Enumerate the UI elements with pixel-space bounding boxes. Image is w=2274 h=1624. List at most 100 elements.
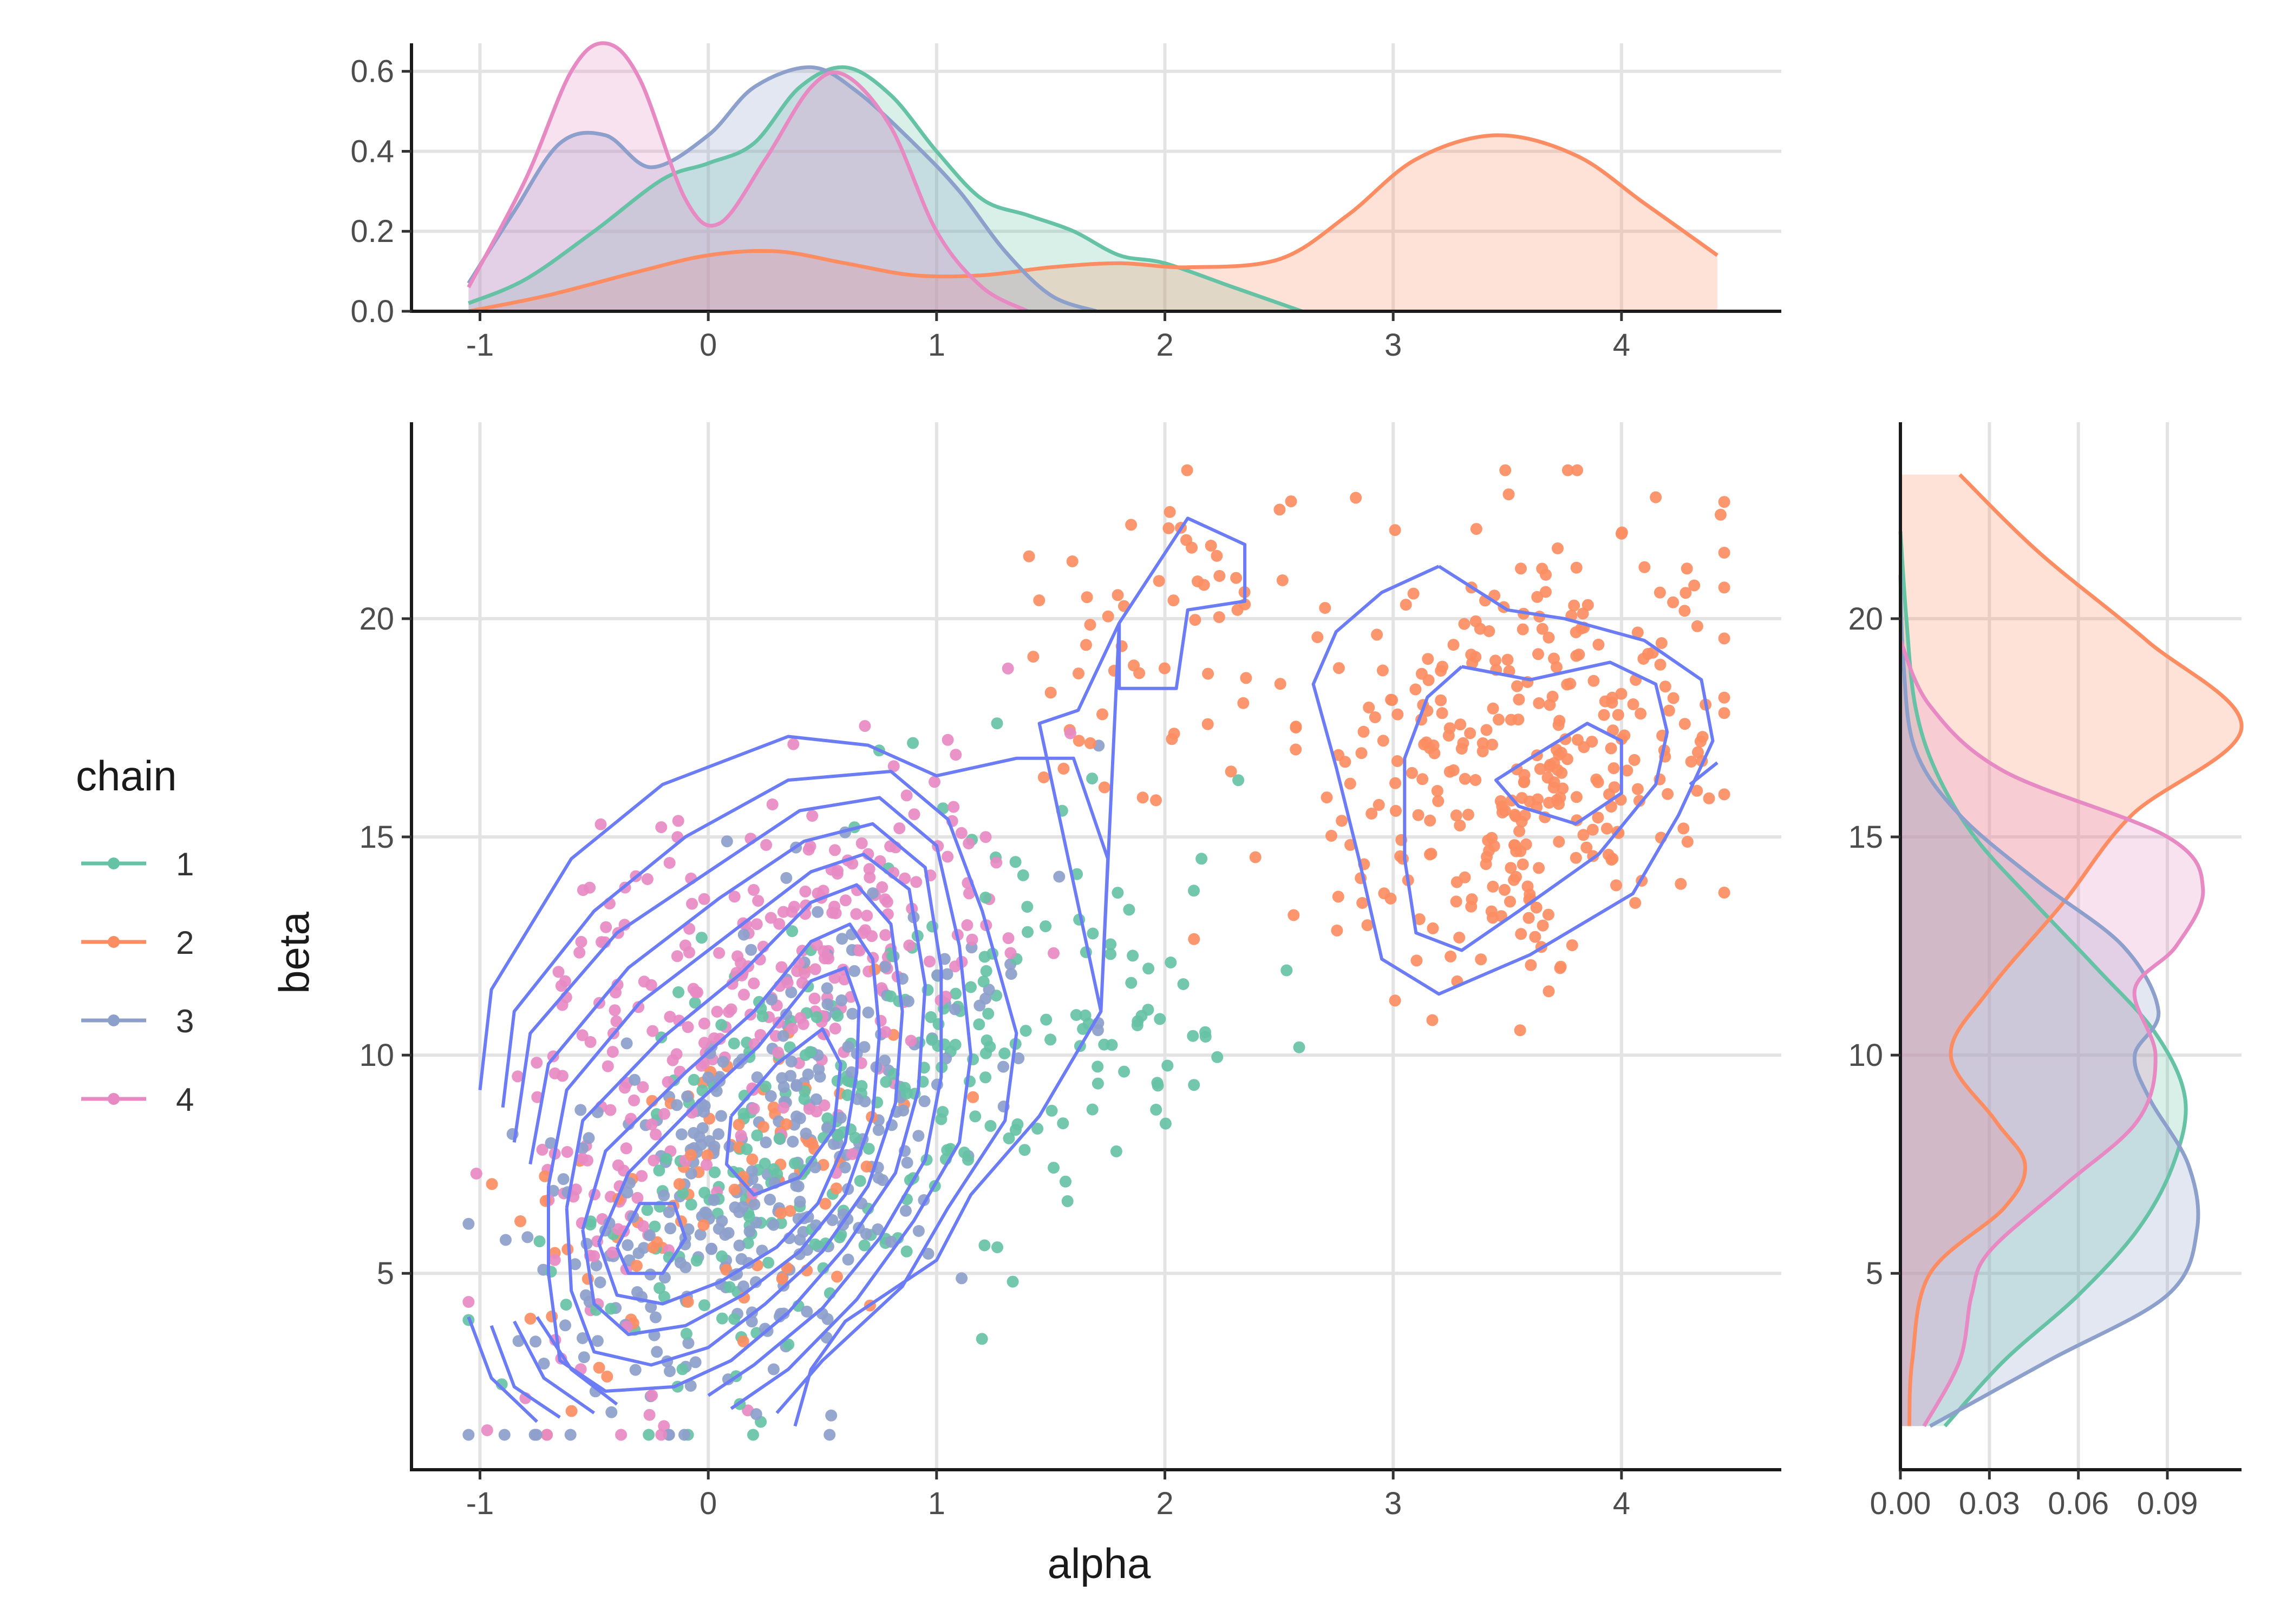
scatter-point-chain-2 [728,1183,741,1196]
scatter-point-chain-2 [514,1215,527,1227]
scatter-point-chain-2 [1718,691,1730,704]
scatter-point-chain-2 [1616,733,1628,745]
scatter-point-chain-2 [1391,708,1404,721]
scatter-point-chain-1 [762,1256,775,1269]
scatter-point-chain-4 [588,1250,600,1262]
scatter-point-chain-2 [1413,913,1426,925]
scatter-point-chain-3 [842,1253,854,1266]
scatter-point-chain-2 [746,1153,759,1165]
top-density-areas [468,43,1717,311]
legend-label: 1 [176,846,194,882]
scatter-point-chain-4 [826,907,839,919]
scatter-point-chain-1 [649,1220,661,1233]
scatter-point-chain-1 [880,1076,892,1088]
scatter-point-chain-2 [1637,653,1650,665]
scatter-point-chain-2 [1450,876,1463,888]
scatter-point-chain-3 [622,1239,634,1252]
scatter-point-chain-2 [1356,897,1369,909]
scatter-point-chain-2 [1610,879,1622,892]
scatter-point-chain-2 [1336,815,1348,827]
right-density-line-chain-2 [1907,473,2244,1426]
scatter-point-chain-1 [653,1164,665,1177]
scatter-point-chain-1 [854,1175,866,1187]
scatter-point-chain-4 [808,992,821,1005]
scatter-point-chain-4 [853,944,866,957]
scatter-point-chain-2 [757,1121,769,1133]
scatter-point-chain-2 [1483,625,1495,637]
scatter-point-chain-4 [750,918,763,931]
scatter-point-chain-2 [1201,718,1214,730]
scatter-point-chain-3 [793,1248,806,1260]
scatter-point-chain-2 [1628,754,1641,766]
scatter-point-chain-2 [1612,709,1624,721]
scatter-point-chain-3 [767,1219,780,1231]
scatter-point-chain-1 [809,1238,821,1250]
scatter-point-chain-2 [1102,610,1114,623]
scatter-point-chain-1 [1020,1025,1032,1037]
scatter-point-chain-1 [728,1313,741,1325]
scatter-point-chain-3 [737,928,750,941]
scatter-point-chain-1 [1060,1175,1071,1188]
scatter-point-chain-3 [645,1301,657,1313]
scatter-point-chain-2 [1489,654,1501,667]
scatter-point-chain-4 [799,967,811,979]
scatter-point-chain-4 [748,1103,760,1115]
scatter-point-chain-1 [1009,856,1022,868]
scatter-point-chain-3 [885,1235,897,1248]
scatter-point-chain-1 [641,1204,654,1216]
scatter-point-chain-1 [998,1047,1011,1059]
scatter-point-chain-2 [1162,522,1175,534]
scatter-point-chain-2 [1570,791,1583,803]
scatter-point-chain-4 [903,939,916,952]
scatter-point-chain-2 [1390,804,1402,817]
top-y-tick-label: 0.6 [350,54,394,89]
contour-line-level-2 [501,770,1018,1415]
scatter-point-chain-2 [1519,809,1531,822]
scatter-point-chain-2 [1319,602,1331,614]
scatter-point-chain-1 [533,1235,546,1248]
scatter-point-chain-2 [1332,662,1345,675]
scatter-point-chain-3 [777,1307,790,1320]
top-x-tick-label: -1 [466,328,494,363]
scatter-point-chain-2 [1534,763,1546,775]
scatter-point-chain-2 [1276,574,1289,586]
scatter-point-chain-3 [688,1127,700,1139]
scatter-point-chain-3 [632,1247,645,1259]
scatter-point-chain-2 [1487,880,1499,893]
scatter-point-chain-4 [643,1409,656,1421]
top-x-tick-label: 2 [1156,328,1173,363]
scatter-point-chain-2 [1510,870,1522,883]
right-density-panel: 0.00 0.03 0.06 0.09 5 10 15 20 [1848,422,2244,1521]
scatter-point-chain-4 [687,983,700,995]
scatter-point-chain-3 [979,992,992,1005]
scatter-point-chain-1 [773,1132,786,1144]
scatter-point-chain-2 [1543,985,1555,998]
scatter-point-chain-3 [577,1332,589,1344]
scatter-point-chain-2 [1363,702,1375,713]
right-y-tick-label: 15 [1848,820,1883,855]
scatter-point-chain-2 [1457,737,1469,749]
scatter-point-chain-1 [984,1119,997,1132]
scatter-point-chain-2 [1369,711,1381,723]
scatter-point-chain-2 [1415,667,1428,680]
scatter-point-chain-1 [1086,772,1099,785]
contour-line-level-1 [467,1316,538,1423]
scatter-point-chain-4 [979,831,992,843]
scatter-point-chain-4 [462,1296,475,1308]
scatter-point-chain-3 [751,1071,763,1084]
scatter-point-chain-2 [1391,755,1403,767]
scatter-point-chain-3 [538,1357,550,1370]
scatter-point-chain-2 [1532,793,1544,806]
scatter-point-chain-2 [1311,631,1324,644]
scatter-point-chain-3 [746,1315,758,1328]
scatter-point-chain-4 [682,1021,694,1033]
scatter-point-chain-1 [1187,1030,1199,1042]
scatter-point-chain-2 [1290,743,1302,756]
scatter-point-chain-4 [748,977,760,990]
scatter-point-chain-3 [530,1429,543,1441]
scatter-point-chain-2 [1273,503,1286,516]
scatter-point-chain-2 [1480,724,1493,736]
scatter-point-chain-2 [1605,854,1618,866]
legend: 1 2 3 4 [81,846,194,1118]
